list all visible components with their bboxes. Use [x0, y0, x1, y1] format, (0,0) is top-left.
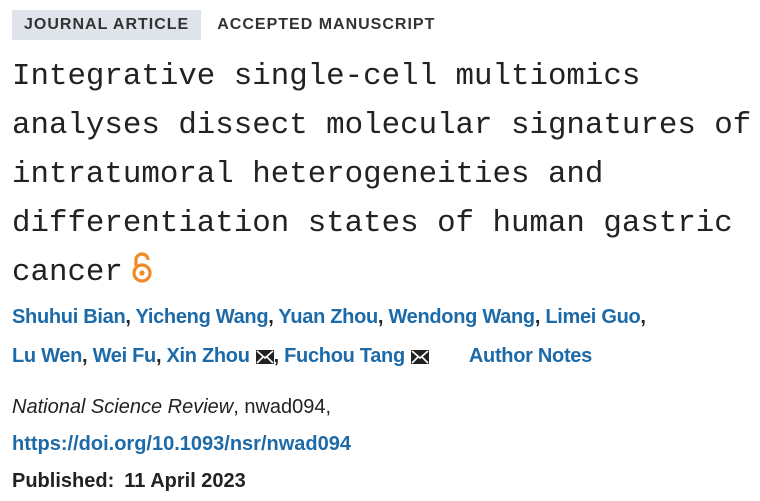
author-notes-link[interactable]: Author Notes: [468, 345, 592, 367]
mail-icon[interactable]: [410, 350, 429, 364]
author-item: Wei Fu: [93, 345, 167, 367]
author-name[interactable]: Xin Zhou: [166, 345, 250, 367]
author-item: Wendong Wang: [388, 306, 545, 328]
author-name[interactable]: Fuchou Tang: [284, 345, 405, 367]
journal-name: National Science Review: [12, 396, 234, 418]
badges: JOURNAL ARTICLE ACCEPTED MANUSCRIPT: [12, 10, 435, 40]
open-access-icon: [132, 252, 152, 283]
author-name[interactable]: Wei Fu: [92, 345, 157, 367]
article-id: nwad094: [233, 396, 331, 418]
badge: JOURNAL ARTICLE: [12, 10, 202, 40]
published-label: Published:: [12, 470, 115, 492]
title-line: differentiation states of human gastric: [12, 206, 733, 241]
published: Published: 11 April 2023: [12, 469, 246, 493]
author-item: Shuhui Bian: [12, 306, 136, 328]
author-item: Yicheng Wang: [136, 306, 279, 328]
title-line: cancer: [12, 248, 751, 297]
author-item: Xin Zhou: [166, 345, 284, 367]
doi-link[interactable]: https://doi.org/10.1093/nsr/nwad094: [12, 433, 351, 455]
author-name[interactable]: Limei Guo: [545, 306, 641, 328]
author-name[interactable]: Yicheng Wang: [135, 306, 269, 328]
published-date: 11 April 2023: [124, 470, 246, 492]
badge: ACCEPTED MANUSCRIPT: [217, 16, 436, 33]
author-item: Fuchou Tang: [284, 345, 429, 367]
author-name[interactable]: Lu Wen: [12, 345, 83, 367]
title-line: analyses dissect molecular signatures of: [12, 108, 752, 143]
title-line: Integrative single-cell multiomics: [12, 59, 641, 94]
author-name[interactable]: Yuan Zhou: [278, 306, 378, 328]
title-line: intratumoral heterogeneities and: [12, 157, 604, 192]
author-item: Lu Wen: [12, 345, 93, 367]
authors: Shuhui Bian Yicheng Wang Yuan Zhou Wendong …: [12, 298, 646, 376]
mail-icon[interactable]: [255, 350, 274, 364]
title: Integrative single-cell multiomics analys…: [12, 52, 751, 297]
author-name[interactable]: Wendong Wang: [388, 306, 535, 328]
journal-line: National Science Reviewnwad094: [12, 395, 331, 419]
author-item: Yuan Zhou: [278, 306, 388, 328]
author-name[interactable]: Shuhui Bian: [12, 306, 126, 328]
author-item: Limei Guo: [545, 306, 645, 328]
